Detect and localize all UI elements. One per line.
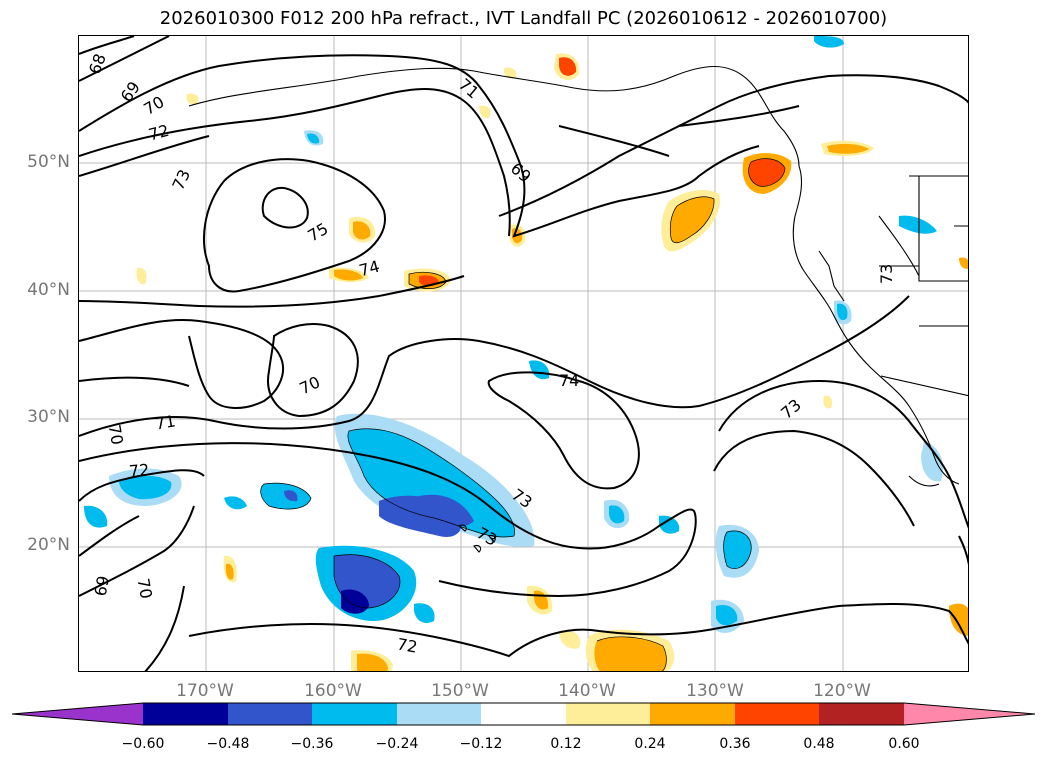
lat-label-30n: 30°N <box>27 407 70 427</box>
colorbar-tick: 0.36 <box>719 736 751 752</box>
colorbar <box>11 702 1036 726</box>
contour-label: 74 <box>559 371 579 390</box>
contour-label: 72 <box>396 634 419 656</box>
colorbar-segment <box>397 703 481 725</box>
contour-label: 72 <box>146 121 171 145</box>
contour-label: 73 <box>168 166 194 192</box>
lon-label-150w: 150°W <box>431 681 489 701</box>
lat-label-40n: 40°N <box>27 280 70 300</box>
colorbar-segment <box>566 703 650 725</box>
colorbar-tick: −0.24 <box>375 736 419 752</box>
positive-anomaly-shading <box>136 53 968 671</box>
lat-label-20n: 20°N <box>27 535 70 555</box>
colorbar-segment <box>904 703 1035 725</box>
colorbar-tick: 0.12 <box>550 736 582 752</box>
contour-label: 70 <box>105 423 127 446</box>
colorbar-segment <box>481 703 566 725</box>
colorbar-segment <box>650 703 735 725</box>
lon-label-120w: 120°W <box>813 681 871 701</box>
figure-title: 2026010300 F012 200 hPa refract., IVT La… <box>159 8 888 29</box>
colorbar-segment <box>143 703 228 725</box>
colorbar-tick: 0.48 <box>803 736 835 752</box>
colorbar-tick: −0.48 <box>206 736 250 752</box>
colorbar-segment <box>312 703 397 725</box>
contour-label: 70 <box>134 577 156 600</box>
refractivity-contours <box>79 36 968 671</box>
contour-label: 68 <box>85 51 110 77</box>
contour-label: 71 <box>154 411 177 433</box>
contour-label: 69 <box>91 574 113 597</box>
colorbar-tick: −0.36 <box>290 736 334 752</box>
colorbar-tick: 0.60 <box>888 736 920 752</box>
map-canvas: 68 69 70 72 73 75 74 70 71 72 70 69 70 7… <box>79 36 968 671</box>
colorbar-tick: −0.60 <box>121 736 165 752</box>
contour-label: 74 <box>357 257 382 281</box>
contour-label: 75 <box>304 219 331 246</box>
colorbar-segment <box>12 703 143 725</box>
contour-label: 70 <box>140 92 167 119</box>
coastlines <box>188 65 968 553</box>
lon-label-140w: 140°W <box>558 681 616 701</box>
colorbar-segment <box>228 703 312 725</box>
contour-labels: 68 69 70 72 73 75 74 70 71 72 70 69 70 7… <box>85 51 896 657</box>
map-panel: 68 69 70 72 73 75 74 70 71 72 70 69 70 7… <box>78 35 969 672</box>
lon-label-130w: 130°W <box>686 681 744 701</box>
contour-label: 73 <box>877 264 896 284</box>
lat-label-50n: 50°N <box>27 152 70 172</box>
contour-label: 72 <box>128 460 150 481</box>
colorbar-segment <box>735 703 819 725</box>
negative-anomaly-shading <box>84 36 944 633</box>
contour-label: 70 <box>297 372 323 398</box>
gridlines <box>79 36 968 671</box>
lon-label-170w: 170°W <box>176 681 234 701</box>
contour-label: 69 <box>117 78 144 106</box>
colorbar-segment <box>819 703 904 725</box>
colorbar-tick: −0.12 <box>459 736 503 752</box>
colorbar-tick: 0.24 <box>634 736 666 752</box>
lon-label-160w: 160°W <box>304 681 362 701</box>
